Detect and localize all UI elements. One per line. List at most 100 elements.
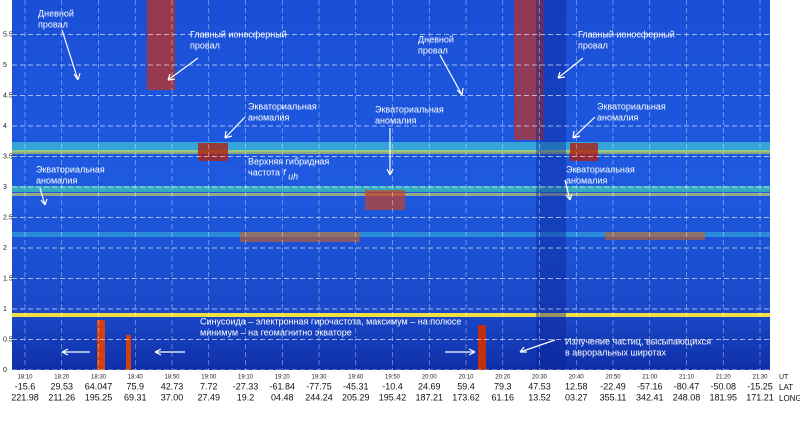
long-label: 244.24 <box>305 392 333 402</box>
lat-label: -45.31 <box>343 381 369 391</box>
long-label: 61.16 <box>491 392 514 402</box>
row-label: LAT <box>779 383 793 392</box>
annotation: провал <box>418 45 448 55</box>
time-label: 20:40 <box>569 375 585 381</box>
y-tick-label: 4 <box>3 123 7 130</box>
long-label: 19.2 <box>237 392 255 402</box>
long-label: 248.08 <box>673 392 701 402</box>
long-label: 205.29 <box>342 392 370 402</box>
long-label: 181.95 <box>709 392 737 402</box>
long-label: 173.62 <box>452 392 480 402</box>
time-label: 19:20 <box>275 375 291 381</box>
annotation: провал <box>578 40 608 50</box>
time-label: 19:30 <box>311 375 327 381</box>
annotation: частота <box>248 167 280 177</box>
lat-label: -61.84 <box>269 381 295 391</box>
time-label: 21:30 <box>752 375 768 381</box>
annotation: Дневной <box>38 8 74 18</box>
annotation: Экваториальная <box>248 101 317 111</box>
annotation: Верхняя гибридная <box>248 156 329 166</box>
annotation: минимум – на геомагнитно экваторе <box>200 327 352 337</box>
lat-label: 75.9 <box>126 381 144 391</box>
y-tick-label: 3 <box>3 184 7 191</box>
long-label: 211.26 <box>48 392 75 402</box>
lat-label: 64.047 <box>85 381 113 391</box>
annotation: Синусоида – электронная гирочастота, мак… <box>200 316 461 326</box>
long-label: 195.25 <box>85 392 113 402</box>
time-label: 18:40 <box>128 375 144 381</box>
arrows <box>39 29 596 356</box>
annotation: Экваториальная <box>566 164 635 174</box>
lat-label: -22.49 <box>600 381 626 391</box>
y-tick-label: 3.5 <box>3 153 13 160</box>
time-label: 21:10 <box>679 375 695 381</box>
y-tick-label: 2.5 <box>3 214 13 221</box>
annotation: в авроральных широтах <box>565 347 667 357</box>
long-label: 03.27 <box>565 392 588 402</box>
lat-label: 29.53 <box>50 381 73 391</box>
y-tick-label: 2 <box>3 245 7 252</box>
y-tick-label: 0.5 <box>3 336 13 343</box>
lat-label: -80.47 <box>674 381 700 391</box>
long-label: 171.21 <box>746 392 774 402</box>
lat-label: 79.3 <box>494 381 512 391</box>
lat-label: -10.4 <box>382 381 403 391</box>
annotation-subscript: uh <box>288 171 298 181</box>
long-label: 355.11 <box>600 392 627 402</box>
long-label: 342.41 <box>636 392 664 402</box>
row-label: LONG <box>779 394 800 403</box>
annotation-symbol: f <box>283 167 287 177</box>
lat-label: -57.16 <box>637 381 663 391</box>
lat-label: 24.69 <box>418 381 441 391</box>
long-label: 37.00 <box>161 392 184 402</box>
lat-label: 12.58 <box>565 381 588 391</box>
annotation: аномалия <box>566 175 607 185</box>
time-label: 19:40 <box>348 375 364 381</box>
time-label: 21:00 <box>642 375 658 381</box>
annotation: Экваториальная <box>375 104 444 114</box>
time-label: 18:50 <box>164 375 180 381</box>
long-label: 221.98 <box>11 392 39 402</box>
lat-label: 59.4 <box>457 381 475 391</box>
lat-label: -15.6 <box>15 381 36 391</box>
time-label: 18:10 <box>17 375 33 381</box>
lat-label: -27.33 <box>233 381 259 391</box>
annotation: провал <box>190 40 220 50</box>
time-label: 20:00 <box>422 375 438 381</box>
annotation: аномалия <box>248 112 289 122</box>
y-tick-label: 4.5 <box>3 92 13 99</box>
annotation: аномалия <box>597 112 638 122</box>
lat-label: -15.25 <box>747 381 773 391</box>
long-label: 27.49 <box>197 392 220 402</box>
long-label: 04.48 <box>271 392 294 402</box>
annotation: Экваториальная <box>36 164 105 174</box>
time-label: 19:50 <box>385 375 401 381</box>
lat-label: -50.08 <box>710 381 736 391</box>
lat-label: 7.72 <box>200 381 218 391</box>
time-label: 20:30 <box>532 375 548 381</box>
lat-label: 42.73 <box>161 381 184 391</box>
annotation: Главный ионосферный <box>190 29 287 39</box>
long-label: 69.31 <box>124 392 147 402</box>
lat-label: 47.53 <box>528 381 551 391</box>
time-label: 20:10 <box>458 375 474 381</box>
long-label: 13.52 <box>528 392 551 402</box>
annotation: Экваториальная <box>597 101 666 111</box>
time-label: 21:20 <box>716 375 732 381</box>
y-tick-label: 1 <box>3 306 7 313</box>
annotation: Излучение частиц, высыпающихся <box>565 336 711 346</box>
y-tick-label: 5 <box>3 62 7 69</box>
annotation: аномалия <box>36 175 77 185</box>
row-label: UT <box>779 374 789 381</box>
time-label: 20:50 <box>605 375 621 381</box>
annotation: аномалия <box>375 115 416 125</box>
time-label: 18:20 <box>54 375 70 381</box>
annotation: Главный ионосферный <box>578 29 675 39</box>
lat-label: -77.75 <box>306 381 332 391</box>
time-label: 20:20 <box>495 375 511 381</box>
annotation: провал <box>38 19 68 29</box>
time-label: 18:30 <box>91 375 107 381</box>
long-label: 187.21 <box>415 392 443 402</box>
annotation: Дневной <box>418 34 454 44</box>
time-label: 19:10 <box>238 375 254 381</box>
